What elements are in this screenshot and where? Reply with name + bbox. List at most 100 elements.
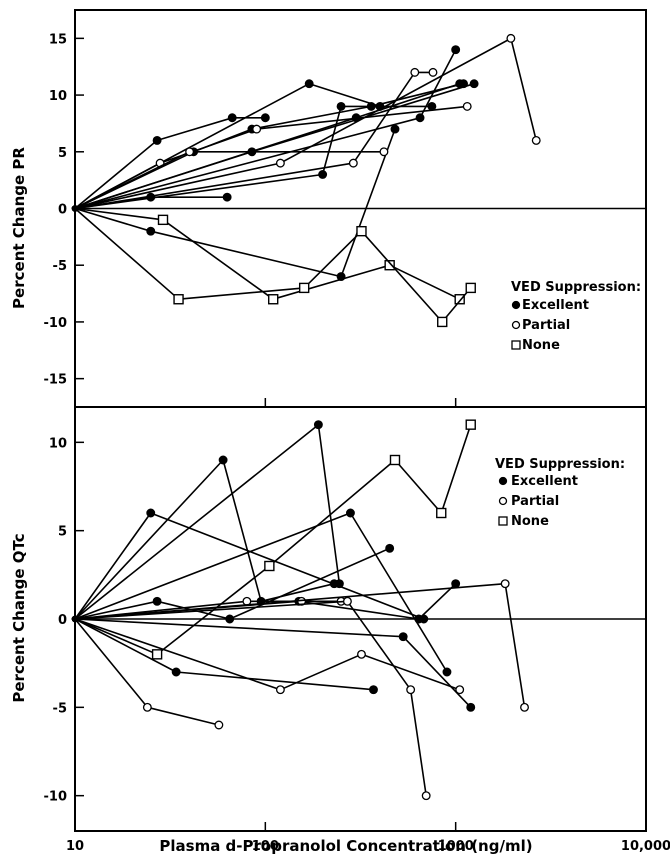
bottom-point-excellent bbox=[369, 685, 378, 695]
bottom-legend: VED Suppression: Excellent Partial None bbox=[495, 457, 625, 529]
bottom-point-excellent bbox=[414, 614, 424, 624]
top-legend-none-label: None bbox=[522, 338, 560, 353]
top-legend-none-marker bbox=[511, 340, 521, 350]
top-point-none bbox=[465, 282, 476, 294]
bottom-legend-title: VED Suppression: bbox=[495, 457, 625, 472]
bottom-series-line-excellent bbox=[74, 618, 374, 691]
bottom-y-tick-label: -5 bbox=[53, 701, 67, 716]
top-point-partial bbox=[379, 147, 389, 157]
bottom-y-tick-label: -10 bbox=[44, 790, 68, 805]
bottom-series-line-excellent bbox=[74, 459, 335, 620]
top-y-tick-label: 5 bbox=[58, 146, 67, 161]
top-legend-partial-marker bbox=[511, 320, 521, 330]
top-point-excellent bbox=[336, 101, 346, 111]
bottom-point-partial bbox=[500, 579, 510, 589]
top-point-none bbox=[384, 260, 395, 271]
bottom-point-none bbox=[151, 649, 163, 660]
top-point-excellent bbox=[146, 226, 156, 236]
bottom-point-partial bbox=[214, 720, 224, 730]
x-tick-label: 10 bbox=[66, 839, 84, 854]
top-point-none bbox=[173, 294, 184, 305]
bottom-point-partial bbox=[406, 685, 416, 695]
top-point-excellent bbox=[304, 79, 314, 89]
bottom-point-partial bbox=[421, 791, 431, 801]
top-y-tick-label: 10 bbox=[49, 89, 67, 104]
bottom-legend-excellent-label: Excellent bbox=[511, 474, 578, 489]
top-point-excellent bbox=[455, 79, 465, 89]
bottom-y-tick-label: 5 bbox=[58, 525, 67, 540]
bottom-point-excellent bbox=[218, 455, 228, 465]
top-point-none bbox=[356, 225, 367, 237]
bottom-point-partial bbox=[520, 702, 529, 712]
x-tick-label: 100 bbox=[252, 839, 279, 854]
bottom-series-line-none bbox=[74, 424, 472, 656]
bottom-point-none bbox=[389, 454, 401, 466]
top-point-partial bbox=[252, 124, 262, 134]
top-y-axis-title: Percent Change PR bbox=[10, 147, 28, 309]
top-series-line-excellent bbox=[74, 128, 396, 278]
bottom-point-partial bbox=[275, 685, 285, 695]
top-series-line-none bbox=[74, 207, 472, 323]
top-y-tick-label: 0 bbox=[58, 203, 67, 218]
bottom-point-partial bbox=[357, 649, 366, 659]
top-series bbox=[71, 33, 541, 328]
bottom-point-excellent bbox=[146, 508, 156, 518]
top-point-partial bbox=[428, 67, 438, 77]
bottom-point-excellent bbox=[152, 596, 162, 606]
bottom-y-tick-label: 10 bbox=[49, 436, 67, 451]
top-point-none bbox=[454, 294, 465, 305]
bottom-x-ticks: 10 100 1000 10,000 bbox=[66, 822, 670, 854]
top-point-partial bbox=[348, 158, 358, 168]
top-point-excellent bbox=[222, 192, 232, 202]
top-x-ticks bbox=[264, 398, 457, 407]
bottom-legend-none-label: None bbox=[511, 514, 549, 529]
bottom-legend-partial-marker bbox=[498, 496, 508, 506]
bottom-point-excellent bbox=[451, 579, 461, 589]
top-point-partial bbox=[185, 147, 195, 157]
x-tick-label: 1000 bbox=[438, 839, 474, 854]
top-panel: 15 10 5 0 -5 -10 -15 Percent Change PR VED Sup… bbox=[10, 9, 647, 408]
bottom-series-line-partial bbox=[74, 600, 342, 620]
top-point-excellent bbox=[469, 79, 479, 89]
bottom-legend-none-marker bbox=[498, 516, 508, 526]
top-point-excellent bbox=[152, 135, 162, 145]
top-point-partial bbox=[275, 158, 285, 168]
bottom-point-excellent bbox=[225, 614, 235, 624]
bottom-legend-excellent-marker bbox=[498, 476, 508, 486]
top-legend-partial-label: Partial bbox=[522, 318, 570, 333]
top-y-tick-label: -10 bbox=[44, 316, 68, 331]
bottom-point-excellent bbox=[313, 420, 323, 430]
bottom-point-excellent bbox=[466, 702, 476, 712]
bottom-point-none bbox=[436, 507, 447, 519]
bottom-point-partial bbox=[342, 596, 352, 606]
bottom-series-line-excellent bbox=[74, 423, 341, 620]
top-series-line-partial bbox=[74, 71, 433, 210]
top-point-partial bbox=[531, 135, 541, 145]
bottom-legend-partial-label: Partial bbox=[511, 494, 559, 509]
bottom-y-tick-label: 0 bbox=[58, 613, 67, 628]
bottom-point-excellent bbox=[345, 508, 355, 518]
top-legend-excellent-label: Excellent bbox=[522, 298, 589, 313]
top-origin-point bbox=[71, 205, 79, 212]
top-point-excellent bbox=[318, 170, 328, 179]
bottom-point-none bbox=[264, 560, 275, 572]
top-point-none bbox=[437, 316, 448, 328]
top-point-excellent bbox=[260, 113, 270, 123]
top-point-excellent bbox=[415, 113, 425, 123]
top-point-none bbox=[157, 214, 169, 226]
x-tick-label: 10,000 bbox=[621, 839, 670, 854]
bottom-series-line-partial bbox=[74, 600, 427, 796]
bottom-panel: 10 5 0 -5 -10 10 100 1000 10,000 Percent Change… bbox=[10, 406, 670, 855]
top-series-line-excellent bbox=[74, 105, 432, 210]
bottom-point-excellent bbox=[171, 667, 181, 677]
top-point-partial bbox=[462, 101, 472, 111]
top-point-excellent bbox=[451, 45, 461, 55]
top-legend-title: VED Suppression: bbox=[511, 280, 641, 295]
top-series-line-excellent bbox=[74, 117, 266, 210]
top-point-excellent bbox=[390, 124, 400, 134]
bottom-point-excellent bbox=[385, 543, 395, 553]
top-legend-excellent-marker bbox=[511, 300, 521, 310]
bottom-point-excellent bbox=[442, 667, 452, 677]
bottom-y-axis-title: Percent Change QTc bbox=[10, 533, 28, 702]
